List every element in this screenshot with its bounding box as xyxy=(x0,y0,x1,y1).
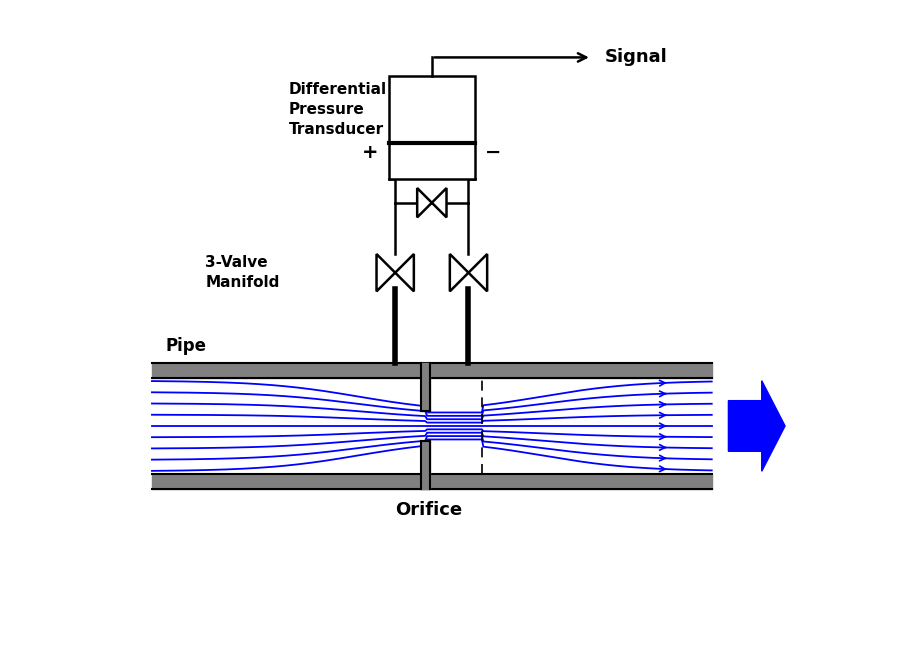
Polygon shape xyxy=(432,188,447,217)
Text: Pipe: Pipe xyxy=(165,337,206,355)
Polygon shape xyxy=(450,254,469,292)
Polygon shape xyxy=(469,254,487,292)
Text: Orifice: Orifice xyxy=(395,501,462,519)
Polygon shape xyxy=(728,380,785,471)
Polygon shape xyxy=(377,254,395,292)
Text: +: + xyxy=(362,142,379,162)
Polygon shape xyxy=(417,188,432,217)
Polygon shape xyxy=(395,254,414,292)
Text: Signal: Signal xyxy=(605,48,668,67)
Bar xyxy=(389,76,475,142)
Bar xyxy=(389,142,475,179)
Text: Differential
Pressure
Transducer: Differential Pressure Transducer xyxy=(289,82,387,136)
Text: −: − xyxy=(485,142,502,162)
Text: 3-Valve
Manifold: 3-Valve Manifold xyxy=(205,255,280,290)
